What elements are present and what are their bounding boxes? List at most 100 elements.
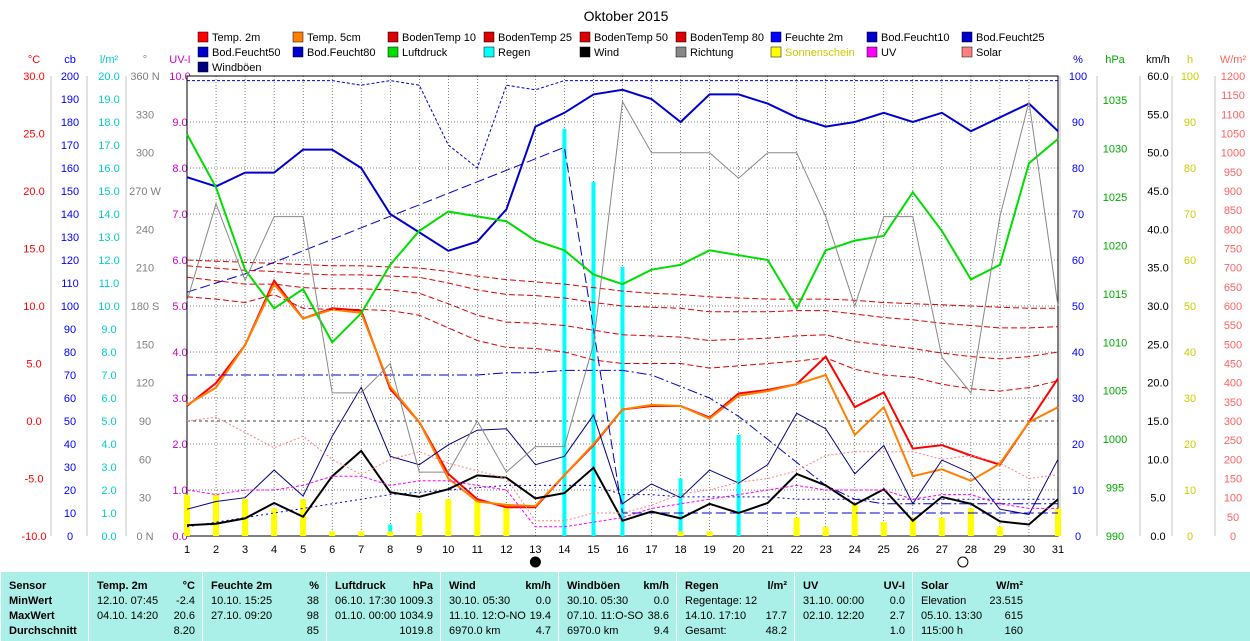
stats-cell: 1019.8 <box>399 625 433 637</box>
legend-label: Bod.Feucht50 <box>212 47 281 59</box>
stats-cell: 07.10. 11:O-SO <box>567 610 644 622</box>
axis-tick-uv: 0.0 <box>172 531 187 543</box>
axis-tick-solar: 750 <box>1224 244 1242 256</box>
axis-tick-rain: 14.0 <box>98 209 119 221</box>
stats-cell: W/m² <box>996 580 1023 592</box>
stats-cell: Sensor <box>9 580 47 592</box>
stats-cell: Wind <box>449 580 476 592</box>
stats-cell: Regentage: 12 <box>685 595 758 607</box>
axis-tick-cb: 10 <box>64 508 76 520</box>
stats-cell: 30.10. 05:30 <box>567 595 629 607</box>
x-tick-label: 21 <box>762 544 774 556</box>
stats-cell: 30.10. 05:30 <box>449 595 511 607</box>
axis-tick-temp: -10.0 <box>21 531 46 543</box>
x-tick-label: 2 <box>213 544 219 556</box>
axis-tick-press: 1000 <box>1103 434 1127 446</box>
stats-cell: 85 <box>306 625 319 637</box>
legend-label: Temp. 2m <box>212 32 260 44</box>
x-tick-label: 14 <box>558 544 570 556</box>
axis-tick-solar: 150 <box>1224 474 1242 486</box>
axis-tick-sun: 80 <box>1184 163 1196 175</box>
stats-cell: km/h <box>525 580 551 592</box>
axis-tick-solar: 700 <box>1224 263 1242 275</box>
series-lines <box>186 80 1059 528</box>
axis-tick-cb: 90 <box>64 324 76 336</box>
legend: Temp. 2m Temp. 5cm BodenTemp 10 BodenTemp 2… <box>197 31 1045 74</box>
stats-cell: 11.10. 12:O-NO <box>449 610 526 622</box>
stats-cell: Elevation <box>921 595 967 607</box>
x-tick-label: 12 <box>500 544 512 556</box>
axis-tick-solar: 1100 <box>1221 109 1245 121</box>
legend-label: Richtung <box>690 47 733 59</box>
axis-tick-cb: 0 <box>67 531 73 543</box>
axis-tick-dir: 300 <box>136 148 154 160</box>
first-quarter-moon-icon <box>957 556 969 568</box>
axis-tick-press: 1005 <box>1103 386 1127 398</box>
stats-cell: 04.10. 14:20 <box>97 610 159 622</box>
axis-tick-rain: 16.0 <box>98 163 119 175</box>
axis-tick-cb: 150 <box>61 186 79 198</box>
x-tick-label: 31 <box>1052 544 1064 556</box>
axis-tick-dir: 360 N <box>130 71 159 83</box>
legend-swatch <box>387 31 399 43</box>
axis-tick-temp: 10.0 <box>23 301 44 313</box>
legend-swatch <box>770 31 782 43</box>
bar-sonnenschein <box>677 531 684 536</box>
axis-tick-rain: 5.0 <box>101 416 116 428</box>
axis-tick-cb: 110 <box>61 278 79 290</box>
legend-label: Wind <box>594 47 619 59</box>
axis-tick-wind: 20.0 <box>1147 378 1168 390</box>
axis-tick-solar: 200 <box>1224 454 1242 466</box>
axis-tick-sun: 30 <box>1184 393 1196 405</box>
bar-regen <box>736 434 741 536</box>
series-line-bodentemp-25 <box>186 276 1059 360</box>
x-tick-label: 25 <box>878 544 890 556</box>
axis-tick-cb: 50 <box>64 416 76 428</box>
axis-unit-solar: W/m² <box>1220 54 1247 66</box>
axis-tick-cb: 100 <box>61 301 79 313</box>
stats-cell: Feuchte 2m <box>211 580 273 592</box>
series-line-windb-en <box>186 386 1059 516</box>
axis-tick-hum: 30 <box>1072 393 1084 405</box>
axis-tick-dir: 0 N <box>136 531 153 543</box>
x-tick-label: 30 <box>1023 544 1035 556</box>
x-tick-label: 26 <box>907 544 919 556</box>
legend-swatch <box>483 46 495 58</box>
axis-tick-cb: 140 <box>61 209 79 221</box>
axis-unit-dir: ° <box>143 54 147 66</box>
axis-tick-sun: 60 <box>1184 255 1196 267</box>
stats-cell: 98 <box>306 610 319 622</box>
stats-column: Regen l/m² Regentage: 12 14.10. 17:10 17.7 Ge… <box>676 572 795 641</box>
axis-tick-dir: 30 <box>139 493 151 505</box>
stats-column: Wind km/h 30.10. 05:30 0.0 11.10. 12:O-NO 19.… <box>440 572 559 641</box>
axis-tick-wind: 60.0 <box>1147 71 1168 83</box>
axis-unit-wind: km/h <box>1146 54 1170 66</box>
series-line-solar <box>186 416 1059 522</box>
axis-tick-solar: 100 <box>1224 493 1242 505</box>
stats-cell: 12.10. 07:45 <box>97 595 159 607</box>
axis-tick-wind: 30.0 <box>1147 301 1168 313</box>
legend-label: BodenTemp 10 <box>402 32 476 44</box>
bar-sonnenschein <box>880 522 887 536</box>
axis-tick-uv: 4.0 <box>172 347 187 359</box>
axis-tick-rain: 19.0 <box>98 94 119 106</box>
series-line-bodentemp-10 <box>186 293 1059 392</box>
stats-cell: UV <box>803 580 819 592</box>
bar-sonnenschein <box>938 517 945 536</box>
axis-tick-wind: 0.0 <box>1150 531 1165 543</box>
bar-sonnenschein <box>851 503 858 536</box>
statistics-panel: Sensor MinWert MaxWert Durchschnitt Temp. 2m… <box>0 572 1250 641</box>
stats-cell: 27.10. 09:20 <box>211 610 273 622</box>
stats-cell: 1.0 <box>889 625 905 637</box>
bar-sonnenschein <box>1055 508 1061 536</box>
axis-tick-press: 1020 <box>1103 240 1127 252</box>
legend-swatch <box>866 31 878 43</box>
axis-tick-rain: 11.0 <box>99 278 120 290</box>
axis-tick-wind: 15.0 <box>1147 416 1168 428</box>
axis-tick-press: 1030 <box>1103 144 1127 156</box>
axis-tick-dir: 330 <box>136 109 154 121</box>
axis-tick-rain: 7.0 <box>101 370 116 382</box>
axis-tick-rain: 0.0 <box>101 531 116 543</box>
series-line-bodentemp-50 <box>186 265 1059 329</box>
stats-cell: Gesamt: <box>685 625 727 637</box>
